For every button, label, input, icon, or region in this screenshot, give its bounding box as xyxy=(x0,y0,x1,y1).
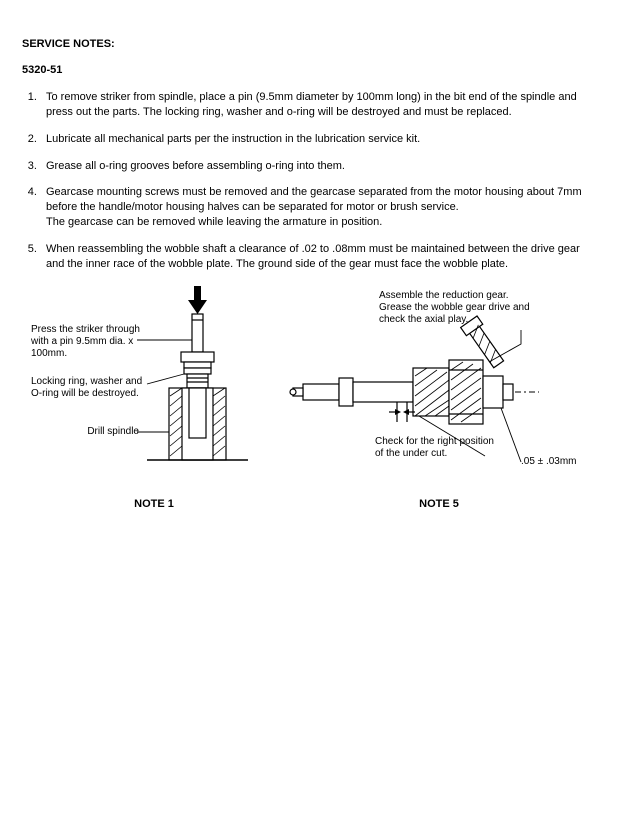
tolerance-label: .05 ± .03mm xyxy=(521,456,587,468)
note-item: Grease all o-ring grooves before assembl… xyxy=(40,159,596,174)
note-item: To remove striker from spindle, place a … xyxy=(40,90,596,120)
annot-spindle: Drill spindle xyxy=(69,426,139,438)
figure-note1: Press the striker through with a pin 9.5… xyxy=(29,284,279,510)
page-heading: SERVICE NOTES: xyxy=(22,38,596,50)
annot-check: Check for the right position of the unde… xyxy=(375,436,495,460)
note-item: When reassembling the wobble shaft a cle… xyxy=(40,242,596,272)
note-item: Lubricate all mechanical parts per the i… xyxy=(40,132,596,147)
figures-row: Press the striker through with a pin 9.5… xyxy=(22,284,596,510)
gear-diagram: Assemble the reduction gear. Grease the … xyxy=(289,284,589,494)
service-notes-list: To remove striker from spindle, place a … xyxy=(22,90,596,272)
note-item: Gearcase mounting screws must be removed… xyxy=(40,185,596,230)
figure2-caption: NOTE 5 xyxy=(289,498,589,510)
annot-locking: Locking ring, washer and O-ring will be … xyxy=(31,376,151,400)
annot-press: Press the striker through with a pin 9.5… xyxy=(31,324,141,360)
spindle-diagram: Press the striker through with a pin 9.5… xyxy=(29,284,279,494)
figure1-caption: NOTE 1 xyxy=(29,498,279,510)
service-notes-page: SERVICE NOTES: 5320-51 To remove striker… xyxy=(0,0,618,510)
annot-assemble: Assemble the reduction gear. Grease the … xyxy=(379,290,539,326)
figure-note5: Assemble the reduction gear. Grease the … xyxy=(289,284,589,510)
part-number: 5320-51 xyxy=(22,64,596,76)
